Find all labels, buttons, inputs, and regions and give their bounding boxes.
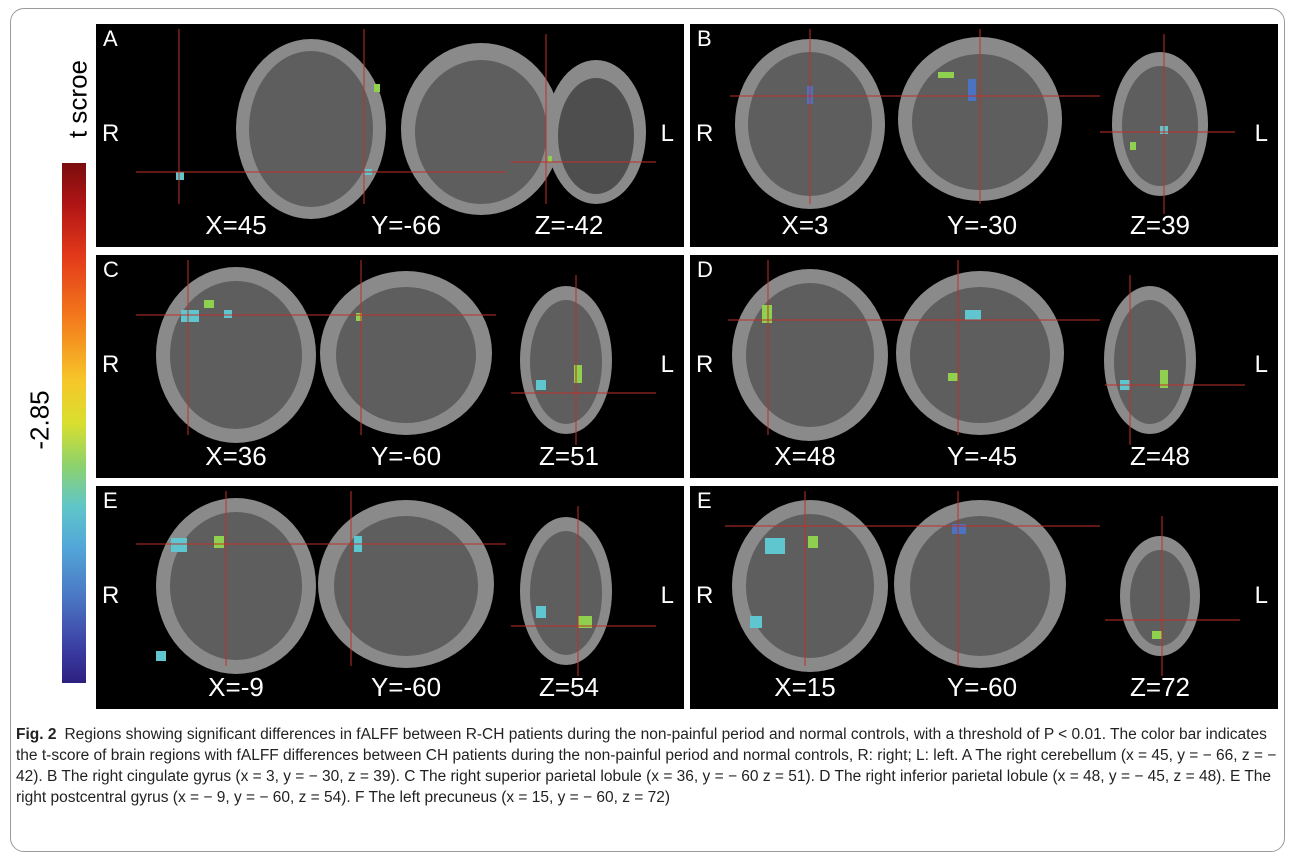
panel-letter: A bbox=[103, 26, 118, 51]
panel-b: B R L X=3 Y=-30 Z=39 bbox=[690, 24, 1278, 247]
colorbar bbox=[62, 163, 86, 683]
panel-e: E R L X=-9 Y=-60 Z=54 bbox=[96, 486, 684, 709]
right-label: R bbox=[696, 351, 714, 378]
colorbar-value: -2.85 bbox=[20, 380, 60, 460]
panel-d: D R L X=48 Y=-45 Z=48 bbox=[690, 255, 1278, 478]
right-label: R bbox=[696, 582, 714, 609]
figure-frame bbox=[10, 8, 1285, 852]
left-label: L bbox=[660, 120, 674, 147]
coord-y: Y=-60 bbox=[946, 672, 1018, 702]
panel-letter: B bbox=[697, 26, 712, 51]
coord-y: Y=-66 bbox=[370, 210, 442, 240]
coord-z: Z=51 bbox=[539, 441, 599, 471]
left-label: L bbox=[1254, 351, 1268, 378]
brain-slices-d bbox=[728, 260, 1245, 445]
coord-x: X=-9 bbox=[208, 672, 264, 702]
caption-text: Regions showing significant differences … bbox=[16, 726, 1277, 806]
brain-slices-e bbox=[136, 491, 656, 676]
brain-slices-b bbox=[730, 29, 1235, 214]
coord-x: X=3 bbox=[781, 210, 829, 240]
coord-y: Y=-30 bbox=[946, 210, 1018, 240]
left-label: L bbox=[1254, 582, 1268, 609]
right-label: R bbox=[102, 120, 120, 147]
right-label: R bbox=[696, 120, 714, 147]
panel-letter: E bbox=[103, 488, 118, 513]
panel-letter: C bbox=[103, 257, 119, 282]
coord-z: Z=72 bbox=[1130, 672, 1190, 702]
coord-x: X=36 bbox=[205, 441, 267, 471]
coord-x: X=15 bbox=[774, 672, 836, 702]
coord-z: Z=-42 bbox=[534, 210, 604, 240]
coord-z: Z=54 bbox=[539, 672, 599, 702]
panel-f: E R L X=15 Y=-60 Z=72 bbox=[690, 486, 1278, 709]
brain-slices-c bbox=[136, 260, 656, 445]
colorbar-value-text: -2.85 bbox=[24, 390, 55, 450]
left-label: L bbox=[660, 582, 674, 609]
right-label: R bbox=[102, 582, 120, 609]
left-label: L bbox=[1254, 120, 1268, 147]
figure-caption: Fig. 2 Regions showing significant differ… bbox=[16, 724, 1278, 808]
brain-slices-f bbox=[725, 491, 1240, 676]
coord-y: Y=-60 bbox=[370, 441, 442, 471]
panel-c: C R L X=36 Y=-60 Z=51 bbox=[96, 255, 684, 478]
colorbar-title: t scroe bbox=[58, 54, 98, 144]
coord-y: Y=-45 bbox=[946, 441, 1018, 471]
coord-x: X=48 bbox=[774, 441, 836, 471]
brain-slices-a bbox=[136, 29, 656, 219]
panel-letter: E bbox=[697, 488, 712, 513]
coord-z: Z=48 bbox=[1130, 441, 1190, 471]
coord-y: Y=-60 bbox=[370, 672, 442, 702]
colorbar-title-text: t scroe bbox=[62, 59, 93, 139]
right-label: R bbox=[102, 351, 120, 378]
panel-a: A R L X=45 Y=-66 Z=-42 bbox=[96, 24, 684, 247]
left-label: L bbox=[660, 351, 674, 378]
panel-letter: D bbox=[697, 257, 713, 282]
coord-x: X=45 bbox=[205, 210, 267, 240]
figure-label: Fig. 2 bbox=[16, 726, 57, 743]
coord-z: Z=39 bbox=[1130, 210, 1190, 240]
